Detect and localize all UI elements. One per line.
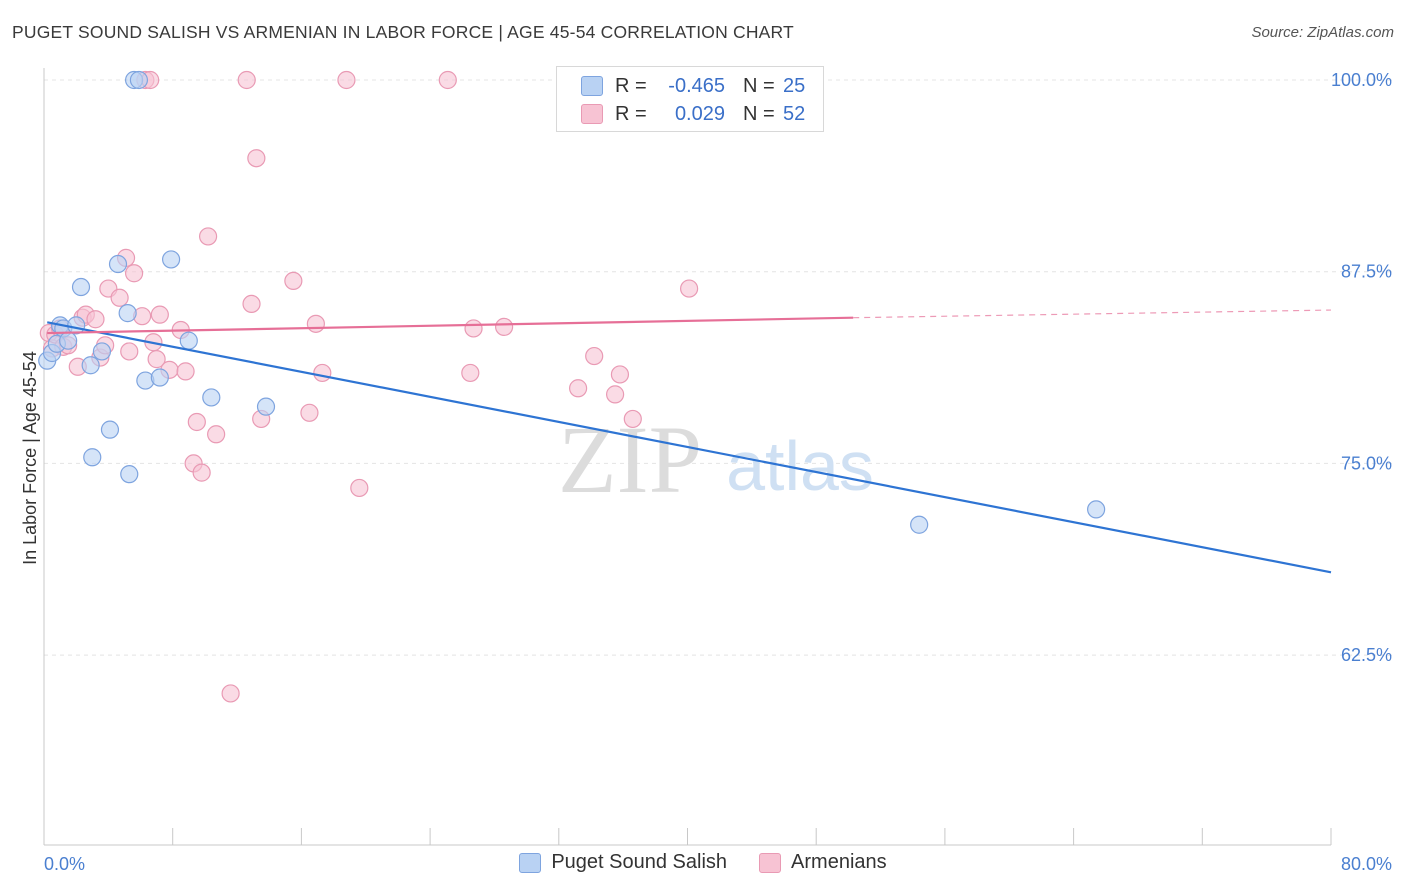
legend-r-label: R = <box>615 74 647 97</box>
salish-point <box>108 254 128 274</box>
y-axis-label: In Labor Force | Age 45-54 <box>20 351 40 565</box>
chart-title: PUGET SOUND SALISH VS ARMENIAN IN LABOR … <box>12 22 794 42</box>
armenians-point <box>242 294 261 314</box>
armenians-point <box>610 365 630 384</box>
legend-r-value: 0.029 <box>674 102 725 125</box>
legend-row-salish: R = -0.465 N = 25 <box>581 72 805 100</box>
armenians-point <box>120 342 139 361</box>
armenians-point <box>187 412 206 432</box>
legend-n-value: 25 <box>783 74 806 97</box>
armenians-point <box>306 314 325 333</box>
salish-point <box>256 397 276 416</box>
legend-row-armenians: R = 0.029 N = 52 <box>581 100 805 128</box>
legend-label-armenians: Armenians <box>791 851 887 873</box>
y-tick-label: 87.5% <box>1341 262 1392 282</box>
armenians-point <box>680 279 699 298</box>
salish-point <box>202 388 221 407</box>
armenians-point <box>124 264 144 283</box>
salish-point <box>161 250 181 269</box>
salish-point <box>92 342 112 361</box>
armenians-trend-line <box>47 316 854 335</box>
armenians-point <box>198 227 218 246</box>
salish-point <box>100 420 120 439</box>
salish-point <box>83 448 102 467</box>
armenians-point <box>606 385 625 404</box>
y-tick-label: 62.5% <box>1341 645 1392 665</box>
salish-point <box>71 277 91 297</box>
armenians-point <box>350 478 369 498</box>
armenians-point <box>337 70 356 90</box>
gridlines <box>44 79 1392 656</box>
armenians-point <box>495 317 514 337</box>
salish-point <box>129 70 149 90</box>
x-tick-label-min: 0.0% <box>44 854 85 874</box>
armenians-point <box>221 684 240 703</box>
legend-n-value: 52 <box>783 102 806 125</box>
armenians-trend-extension <box>853 309 1332 319</box>
armenians-point <box>623 409 642 429</box>
armenians-point <box>86 310 105 329</box>
armenians-point <box>150 305 169 324</box>
armenians-point <box>237 70 256 90</box>
legend-item-salish[interactable]: Puget Sound Salish <box>519 851 727 874</box>
legend-item-armenians[interactable]: Armenians <box>759 851 887 874</box>
source-label: Source: ZipAtlas.com <box>1251 24 1394 41</box>
salish-trend-line <box>47 321 1332 574</box>
armenians-point <box>247 149 266 168</box>
salish-point <box>910 515 929 534</box>
salish-point <box>120 465 139 484</box>
y-tick-label: 75.0% <box>1341 453 1392 473</box>
armenians-point <box>176 362 195 381</box>
armenians-point <box>464 319 483 338</box>
legend-swatch-pink <box>581 104 603 124</box>
y-tick-labels: 62.5% 75.0% 87.5% 100.0% <box>1331 70 1392 665</box>
salish-point <box>81 356 100 375</box>
watermark: ZIP atlas <box>558 406 874 513</box>
legend-label-salish: Puget Sound Salish <box>551 851 728 873</box>
armenians-point <box>438 70 457 90</box>
armenians-point <box>147 350 166 369</box>
armenians-point <box>569 379 588 398</box>
salish-point <box>179 331 198 350</box>
salish-point <box>118 304 137 323</box>
armenians-point <box>313 363 332 383</box>
x-tick-label-max: 80.0% <box>1341 854 1392 874</box>
armenians-points <box>39 70 699 703</box>
watermark-atlas: atlas <box>726 427 874 505</box>
armenians-point <box>207 425 226 444</box>
legend-r-label: R = <box>615 102 647 125</box>
armenians-point <box>300 403 319 422</box>
armenians-point <box>461 363 480 383</box>
legend-swatch-blue <box>519 852 542 873</box>
salish-point <box>150 368 169 387</box>
salish-points <box>38 70 1106 534</box>
armenians-point <box>585 346 604 366</box>
salish-point <box>59 331 78 350</box>
series-legend: Puget Sound Salish Armenians <box>0 851 1406 874</box>
legend-swatch-pink <box>759 852 782 873</box>
legend-n-label: N = <box>743 102 775 125</box>
legend-r-value: -0.465 <box>668 74 725 97</box>
axes <box>43 68 1332 846</box>
armenians-point <box>284 271 303 291</box>
salish-point <box>1087 500 1106 519</box>
armenians-point <box>192 463 211 482</box>
y-tick-label: 100.0% <box>1331 70 1392 90</box>
stats-legend: R = -0.465 N = 25 R = 0.029 N = 52 <box>556 66 824 132</box>
trend-lines <box>47 309 1332 574</box>
legend-swatch-blue <box>581 76 603 96</box>
legend-n-label: N = <box>743 74 775 97</box>
armenians-point <box>110 288 129 307</box>
